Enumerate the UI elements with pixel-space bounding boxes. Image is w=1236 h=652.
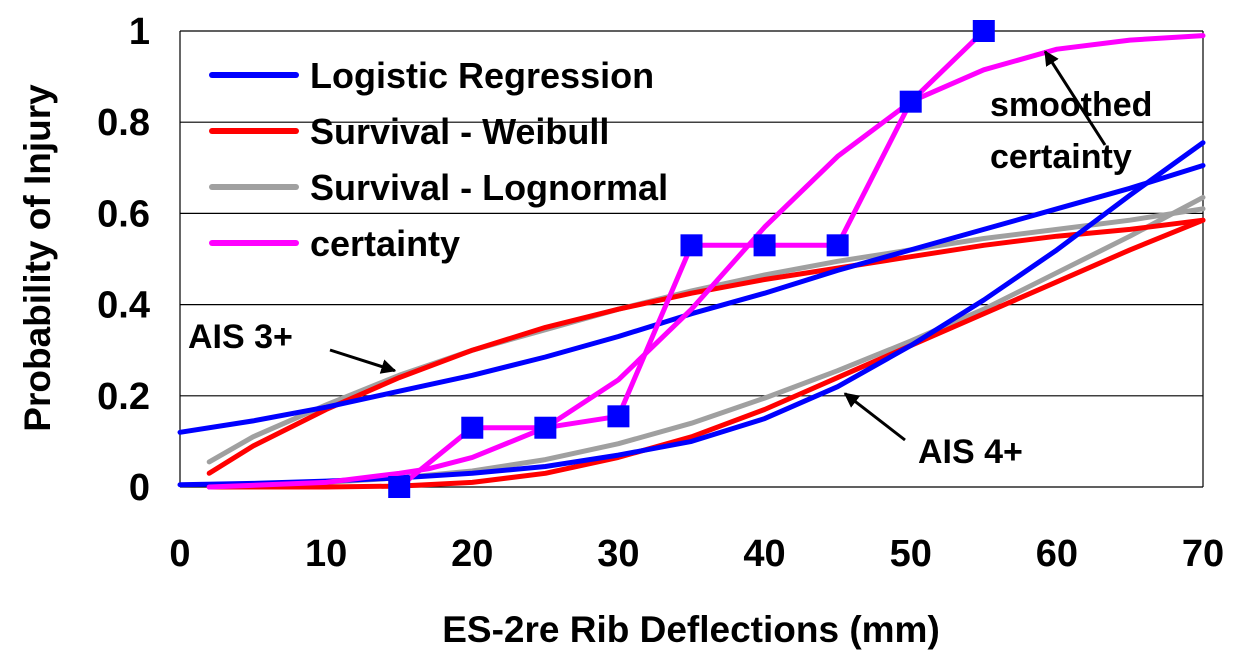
series-lines — [177, 28, 1206, 490]
certainty-marker-7 — [899, 90, 922, 113]
annotation-text-1: AIS 4+ — [918, 433, 1023, 471]
legend-label-3: certainty — [310, 223, 460, 264]
legend-label-0: Logistic Regression — [310, 55, 654, 96]
y-tick-labels: 0 0.2 0.4 0.6 0.8 1 — [97, 11, 150, 509]
y-tick-label-2: 0.4 — [97, 285, 150, 327]
legend-label-1: Survival - Weibull — [310, 111, 609, 152]
annotation-arrow-1 — [843, 392, 906, 442]
certainty-marker-5 — [753, 234, 776, 257]
y-tick-label-0: 0 — [129, 467, 150, 509]
x-tick-label-5: 50 — [890, 533, 932, 575]
annotation-text-2-1: certainty — [990, 138, 1132, 176]
y-tick-label-1: 0.2 — [97, 376, 150, 418]
annotation-arrow-0 — [329, 348, 397, 374]
certainty-marker-0 — [388, 476, 411, 498]
series-smoothed-certainty — [206, 33, 1206, 490]
certainty-marker-4 — [680, 234, 703, 257]
series-logistic-regression-ais-3- — [177, 163, 1206, 435]
y-tick-label-4: 0.8 — [97, 102, 150, 144]
x-tick-labels: 0 10 20 30 40 50 60 70 — [169, 533, 1224, 575]
legend-label-2: Survival - Lognormal — [310, 167, 668, 208]
x-tick-label-3: 30 — [597, 533, 639, 575]
x-tick-label-6: 60 — [1036, 533, 1078, 575]
series-survival-weibull-ais-3- — [206, 217, 1206, 476]
certainty-marker-2 — [534, 416, 557, 439]
y-tick-label-5: 1 — [129, 11, 150, 53]
certainty-marker-6 — [826, 234, 849, 257]
x-tick-label-7: 70 — [1182, 533, 1224, 575]
annotation-arrow-2 — [1043, 50, 1107, 146]
x-tick-label-4: 40 — [743, 533, 785, 575]
certainty-markers — [388, 20, 995, 498]
gridlines — [180, 30, 1203, 397]
y-axis-title: Probability of Injury — [17, 84, 58, 432]
x-tick-label-2: 20 — [451, 533, 493, 575]
y-tick-label-3: 0.6 — [97, 193, 150, 235]
certainty-marker-3 — [607, 405, 630, 428]
x-tick-label-1: 10 — [305, 533, 347, 575]
legend: Logistic Regression Survival - Weibull Sur… — [209, 55, 668, 264]
annotation-text-0: AIS 3+ — [188, 318, 293, 356]
x-tick-label-0: 0 — [169, 533, 190, 575]
series-survival-weibull-ais-4- — [206, 217, 1206, 490]
certainty-marker-1 — [461, 416, 484, 439]
x-axis-title: ES-2re Rib Deflections (mm) — [442, 609, 940, 650]
certainty-marker-8 — [972, 20, 995, 42]
